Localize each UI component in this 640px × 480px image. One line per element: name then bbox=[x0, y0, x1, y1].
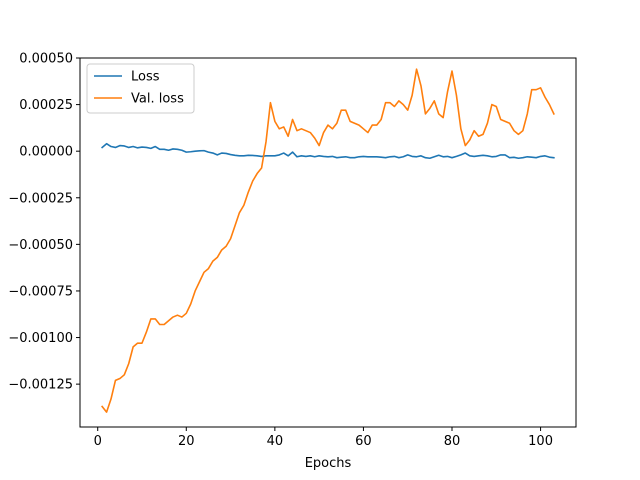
x-axis: 0 20 40 60 80 100 bbox=[94, 427, 553, 449]
legend: Loss Val. loss bbox=[86, 63, 195, 114]
x-tick-label: 20 bbox=[178, 434, 195, 449]
x-tick-label: 100 bbox=[528, 434, 553, 449]
y-tick-label: −0.00100 bbox=[8, 331, 73, 346]
x-tick-label: 60 bbox=[355, 434, 372, 449]
x-tick-label: 40 bbox=[267, 434, 284, 449]
y-tick-label: 0.00000 bbox=[19, 145, 73, 160]
loss-series-line bbox=[101, 142, 555, 160]
y-tick-label: 0.00050 bbox=[19, 52, 73, 67]
y-tick-label: 0.00025 bbox=[19, 98, 73, 113]
y-tick-label: −0.00050 bbox=[8, 238, 73, 253]
legend-label-loss: Loss bbox=[131, 70, 160, 85]
plot-area bbox=[79, 57, 577, 428]
y-axis: 0.00050 0.00025 0.00000 −0.00025 −0.00050 −0.… bbox=[8, 52, 80, 393]
series-layer bbox=[101, 68, 555, 413]
val-loss-series-line bbox=[101, 68, 555, 413]
y-tick-label: −0.00025 bbox=[8, 191, 73, 206]
x-axis-label: Epochs bbox=[305, 456, 352, 471]
x-tick-label: 80 bbox=[444, 434, 461, 449]
y-tick-label: −0.00075 bbox=[8, 284, 73, 299]
plot-frame bbox=[79, 57, 577, 428]
legend-label-val-loss: Val. loss bbox=[131, 92, 184, 107]
x-tick-label: 0 bbox=[94, 434, 102, 449]
y-tick-label: −0.00125 bbox=[8, 378, 73, 393]
